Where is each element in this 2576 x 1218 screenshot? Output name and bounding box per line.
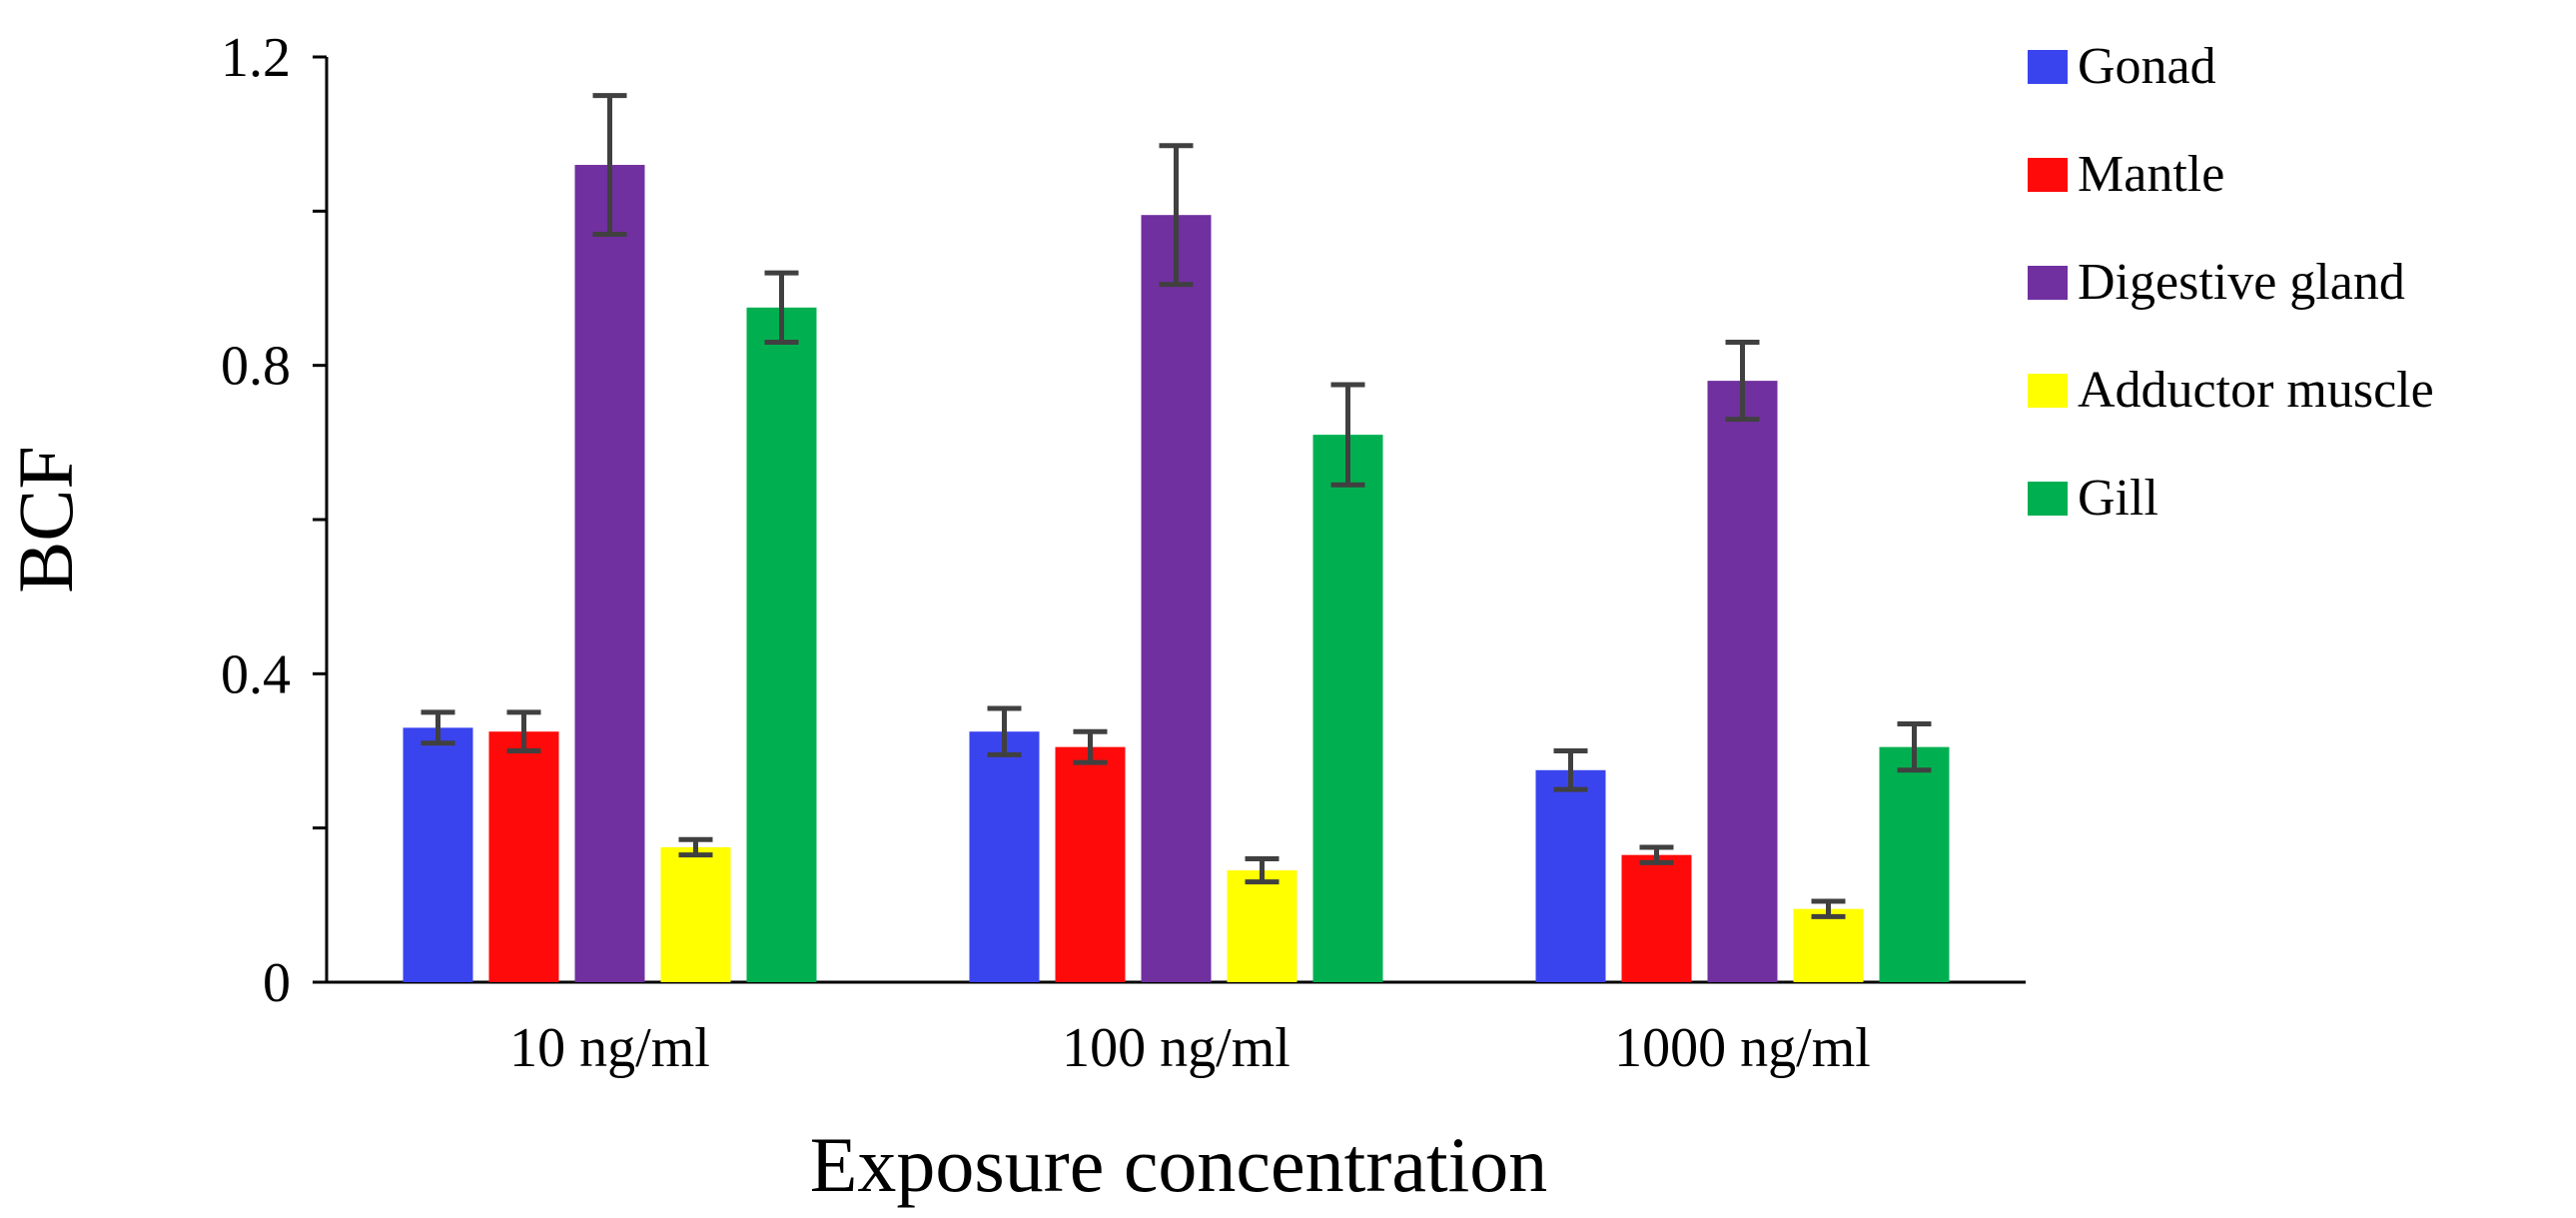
x-axis-title: Exposure concentration <box>810 1121 1548 1208</box>
x-category-label: 100 ng/ml <box>1062 1017 1290 1079</box>
bar-mantle <box>1055 746 1126 982</box>
legend-swatch <box>2028 482 2068 516</box>
x-category-label: 10 ng/ml <box>509 1017 710 1079</box>
x-category-labels: 10 ng/ml 100 ng/ml 1000 ng/ml <box>509 1017 1871 1079</box>
bar-digestive-gland <box>1141 215 1212 983</box>
x-category-label: 1000 ng/ml <box>1614 1017 1871 1079</box>
bar-mantle <box>488 731 559 982</box>
legend-swatch <box>2028 266 2068 300</box>
legend-label: Digestive gland <box>2078 254 2405 311</box>
legend-label: Mantle <box>2078 146 2224 203</box>
bar-gill <box>746 307 817 983</box>
bar-digestive-gland <box>1707 381 1778 983</box>
bar-adductor-muscle <box>1793 908 1864 982</box>
bar-digestive-gland <box>574 165 645 983</box>
legend-label: Gill <box>2078 470 2158 527</box>
bar-mantle <box>1621 854 1692 982</box>
y-tick-label: 1.2 <box>221 27 291 89</box>
y-ticks: 0 0.4 0.8 1.2 <box>221 27 327 1014</box>
bar-gonad <box>969 731 1040 982</box>
bar-gonad <box>1535 769 1606 982</box>
y-axis-title: BCF <box>2 446 89 593</box>
bars <box>403 165 1950 983</box>
legend: Gonad Mantle Digestive gland Adductor muscl… <box>2028 38 2434 527</box>
legend-swatch <box>2028 374 2068 408</box>
legend-swatch <box>2028 50 2068 84</box>
bar-adductor-muscle <box>660 846 731 982</box>
bar-adductor-muscle <box>1227 870 1297 982</box>
bar-gill <box>1879 746 1950 982</box>
bar-gonad <box>403 727 473 982</box>
y-tick-label: 0.8 <box>221 336 291 398</box>
y-tick-label: 0.4 <box>221 643 291 705</box>
legend-swatch <box>2028 158 2068 192</box>
legend-label: Gonad <box>2078 38 2216 95</box>
bar-gill <box>1312 435 1383 982</box>
y-tick-label: 0 <box>263 952 291 1014</box>
legend-label: Adductor muscle <box>2078 362 2434 419</box>
error-bars <box>421 93 1932 919</box>
